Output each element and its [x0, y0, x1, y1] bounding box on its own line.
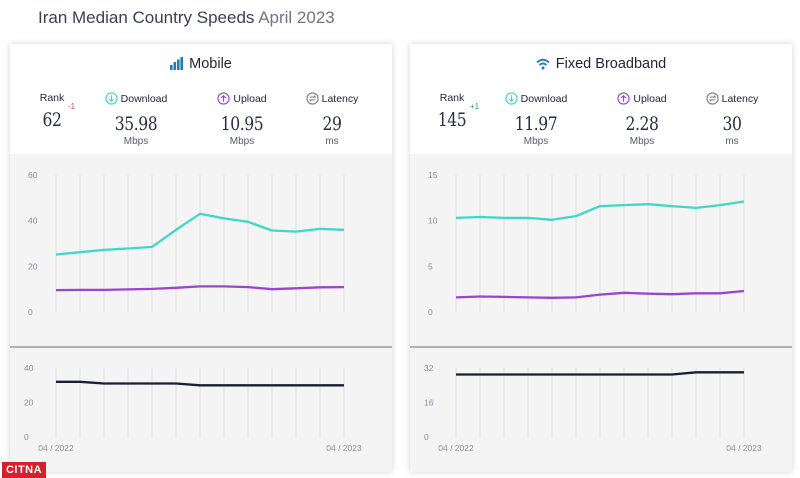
- y-tick-label: 60: [28, 170, 38, 180]
- rank-value: 62: [42, 109, 62, 131]
- y-tick-label: 0: [28, 307, 33, 317]
- latency-value: 30: [722, 113, 742, 135]
- upload-value: 2.28: [625, 113, 659, 135]
- x-tick-label: 04 / 2022: [438, 443, 474, 453]
- wifi-icon: [536, 58, 550, 74]
- fixed-broadband-chart: 0 5 10 15 0 16 32 04 / 2022 04 / 2023: [410, 170, 792, 453]
- upload-value: 10.95: [220, 113, 264, 135]
- mobile-chart-area: [10, 154, 392, 472]
- page-title-date: April 2023: [258, 8, 335, 27]
- mobile-chart: 0 20 40 60 0 20 40 04 / 2022 04 / 2023: [10, 170, 392, 453]
- upload-series-line: [455, 289, 745, 299]
- mobile-title-text: Mobile: [189, 56, 232, 72]
- rank-label: Rank: [39, 92, 65, 104]
- latency-y-tick-label: 32: [424, 363, 434, 373]
- y-tick-label: 15: [428, 170, 438, 180]
- x-tick-label: 04 / 2023: [326, 443, 362, 453]
- latency-label: Latency: [321, 93, 359, 105]
- mobile-panel: Mobile Rank 62 -1 Download 35.98 Mbps Up…: [10, 44, 392, 472]
- rank-delta: +1: [470, 102, 480, 111]
- rank-value: 145: [437, 109, 467, 131]
- fixed-summary: Fixed Broadband Rank 145 +1 Download 11.…: [410, 44, 792, 154]
- latency-y-tick-label: 16: [424, 398, 434, 408]
- mobile-panel-title: Mobile: [10, 56, 392, 74]
- rank-label: Rank: [439, 92, 465, 104]
- download-icon: [105, 92, 118, 108]
- download-unit: Mbps: [123, 136, 149, 147]
- upload-icon: [617, 92, 630, 108]
- latency-unit: ms: [725, 136, 739, 147]
- fixed-upload: Upload 2.28 Mbps: [602, 92, 682, 147]
- download-value: 11.97: [514, 113, 558, 135]
- latency-series-line: [56, 380, 344, 387]
- latency-y-tick-label: 0: [424, 432, 429, 442]
- upload-unit: Mbps: [229, 136, 255, 147]
- download-value: 35.98: [114, 113, 158, 135]
- download-icon: [505, 92, 518, 108]
- latency-icon: [305, 92, 319, 108]
- latency-unit: ms: [325, 136, 339, 147]
- fixed-download: Download 11.97 Mbps: [496, 92, 576, 147]
- latency-icon: [705, 92, 719, 108]
- x-tick-label: 04 / 2022: [38, 443, 74, 453]
- latency-y-tick-label: 0: [24, 432, 29, 442]
- fixed-broadband-panel: Fixed Broadband Rank 145 +1 Download 11.…: [410, 44, 792, 472]
- mobile-upload: Upload 10.95 Mbps: [202, 92, 282, 147]
- fixed-rank: Rank 145 +1: [412, 92, 492, 131]
- page-title-main: Iran Median Country Speeds: [38, 8, 255, 27]
- mobile-summary: Mobile Rank 62 -1 Download 35.98 Mbps Up…: [10, 44, 392, 154]
- latency-label: Latency: [721, 93, 759, 105]
- y-tick-label: 40: [28, 216, 38, 226]
- latency-value: 29: [322, 113, 342, 135]
- download-label: Download: [120, 93, 168, 105]
- download-series-line: [455, 200, 745, 221]
- latency-y-tick-label: 20: [24, 398, 34, 408]
- y-tick-label: 20: [28, 261, 38, 271]
- fixed-title-text: Fixed Broadband: [555, 56, 667, 72]
- upload-series-line: [55, 285, 345, 292]
- upload-label: Upload: [233, 93, 267, 105]
- download-series-line: [55, 212, 345, 256]
- download-label: Download: [520, 93, 568, 105]
- y-tick-label: 10: [428, 216, 438, 226]
- citna-watermark-logo: CITNA: [2, 462, 46, 478]
- page-title: Iran Median Country Speeds April 2023: [38, 8, 335, 28]
- rank-delta: -1: [68, 102, 76, 111]
- x-tick-label: 04 / 2023: [726, 443, 762, 453]
- mobile-latency: Latency 29 ms: [292, 92, 372, 147]
- upload-unit: Mbps: [629, 136, 655, 147]
- upload-label: Upload: [633, 93, 667, 105]
- mobile-rank: Rank 62 -1: [12, 92, 92, 131]
- y-tick-label: 5: [428, 261, 433, 271]
- download-unit: Mbps: [523, 136, 549, 147]
- latency-series-line: [456, 371, 744, 376]
- mobile-download: Download 35.98 Mbps: [96, 92, 176, 147]
- fixed-panel-title: Fixed Broadband: [410, 56, 792, 74]
- latency-y-tick-label: 40: [24, 363, 34, 373]
- fixed-latency: Latency 30 ms: [692, 92, 772, 147]
- signal-bars-icon: [170, 57, 184, 74]
- y-tick-label: 0: [428, 307, 433, 317]
- upload-icon: [217, 92, 230, 108]
